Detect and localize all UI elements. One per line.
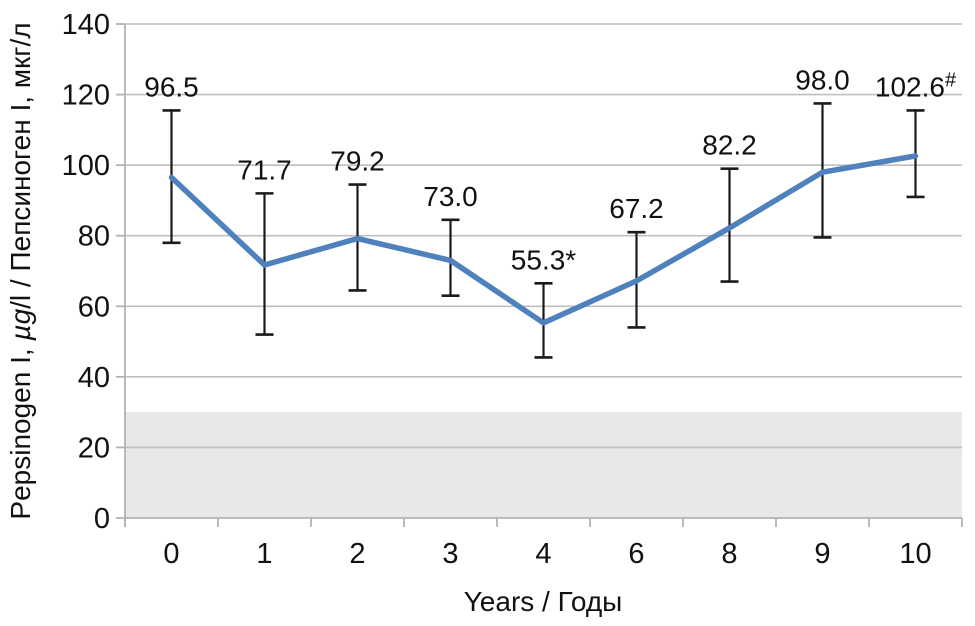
y-tick-label-0: 0 bbox=[94, 503, 110, 535]
y-tick-label-100: 100 bbox=[62, 150, 110, 182]
x-tick-label-9: 9 bbox=[814, 538, 830, 570]
data-label-value: 55.3* bbox=[511, 244, 576, 275]
y-tick-label-40: 40 bbox=[78, 362, 110, 394]
data-label-superscript: # bbox=[945, 69, 957, 91]
data-labels-group: 96.5 71.7 79.2 73.0 55.3* 67.2 82.2 98.0 102.6# bbox=[144, 64, 957, 275]
data-label-value: 96.5 bbox=[144, 71, 199, 102]
data-label-6: 67.2 bbox=[609, 193, 664, 224]
data-label-value: 102.6 bbox=[875, 71, 945, 102]
reference-band-group bbox=[125, 412, 962, 518]
axes-group bbox=[116, 23, 963, 527]
tick-labels-group: 0 20 40 60 80 100 120 140 0 1 2 3 4 6 8 9 10 bbox=[62, 9, 932, 570]
data-label-10: 102.6# bbox=[875, 69, 957, 102]
data-label-value: 67.2 bbox=[609, 193, 664, 224]
y-axis-title-units-latin: µg bbox=[5, 308, 36, 341]
data-label-value: 79.2 bbox=[330, 146, 385, 177]
reference-band bbox=[125, 412, 962, 518]
x-tick-label-10: 10 bbox=[899, 538, 931, 570]
data-label-value: 73.0 bbox=[423, 181, 478, 212]
y-axis-title: Pepsinogen I, µg/l / Пепсиноген I, мкг/л bbox=[5, 22, 36, 519]
error-bars-group bbox=[162, 102, 925, 359]
series-line bbox=[168, 153, 919, 326]
data-label-value: 98.0 bbox=[795, 64, 850, 95]
y-tick-label-60: 60 bbox=[78, 291, 110, 323]
y-tick-label-120: 120 bbox=[62, 80, 110, 112]
y-tick-label-80: 80 bbox=[78, 221, 110, 253]
data-label-value: 82.2 bbox=[702, 130, 757, 161]
x-tick-label-8: 8 bbox=[721, 538, 737, 570]
series-line-group bbox=[168, 153, 919, 326]
x-tick-label-2: 2 bbox=[349, 538, 365, 570]
x-tick-label-6: 6 bbox=[628, 538, 644, 570]
data-label-3: 73.0 bbox=[423, 181, 478, 212]
x-tick-label-3: 3 bbox=[442, 538, 458, 570]
data-label-2: 79.2 bbox=[330, 146, 385, 177]
y-axis-title-pre: Pepsinogen I, bbox=[5, 341, 36, 520]
data-label-1: 71.7 bbox=[237, 154, 292, 185]
x-tick-label-1: 1 bbox=[256, 538, 272, 570]
y-tick-label-20: 20 bbox=[78, 432, 110, 464]
data-label-value: 71.7 bbox=[237, 154, 292, 185]
x-tick-label-0: 0 bbox=[163, 538, 179, 570]
data-label-8: 82.2 bbox=[702, 130, 757, 161]
data-label-0: 96.5 bbox=[144, 71, 199, 102]
y-tick-label-140: 140 bbox=[62, 9, 110, 41]
data-label-9: 98.0 bbox=[795, 64, 850, 95]
y-axis-title-post: /l / Пепсиноген I, мкг/л bbox=[5, 22, 36, 308]
x-axis-title: Years / Годы bbox=[464, 586, 623, 617]
data-label-4: 55.3* bbox=[511, 244, 576, 275]
x-tick-label-4: 4 bbox=[535, 538, 551, 570]
